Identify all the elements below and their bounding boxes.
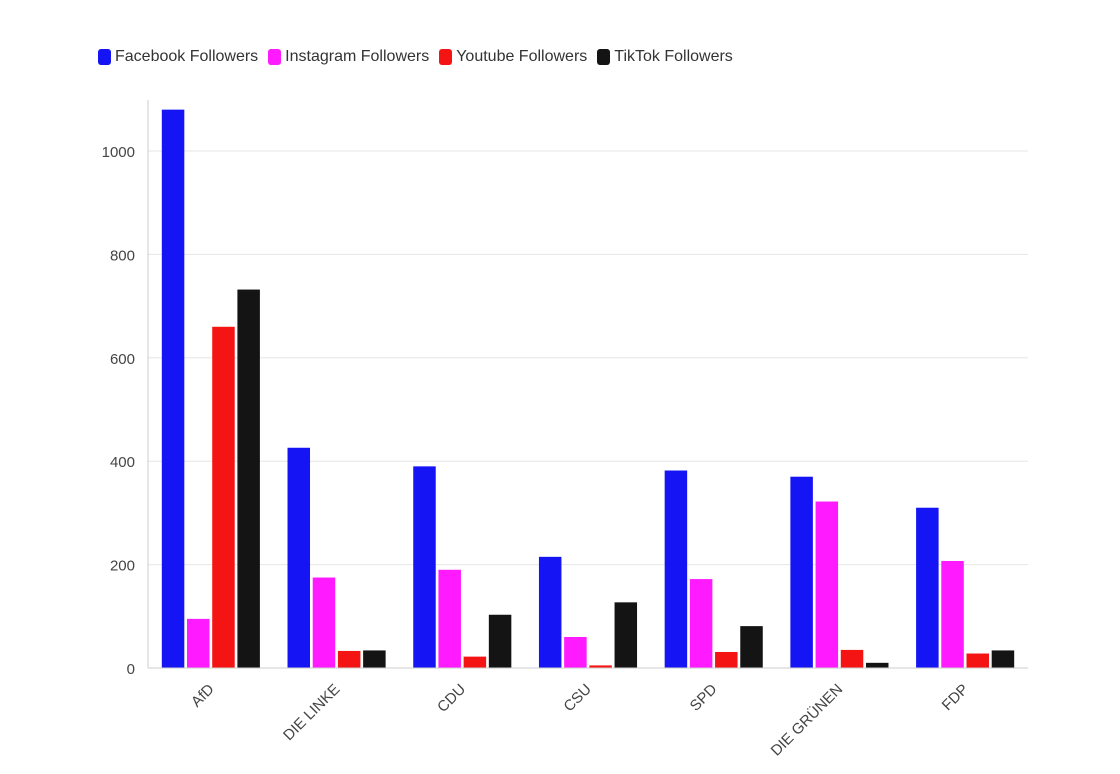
legend-label-tiktok: TikTok Followers xyxy=(614,48,733,65)
grid-lines xyxy=(148,150,1028,566)
legend: Facebook Followers Instagram Followers Y… xyxy=(98,48,733,66)
x-tick-label: CDU xyxy=(434,681,469,716)
bar-tiktok-cdu[interactable] xyxy=(488,614,512,668)
y-tick-label: 600 xyxy=(110,351,135,368)
y-tick-label: 400 xyxy=(110,454,135,471)
bar-facebook-die-linke[interactable] xyxy=(287,447,311,668)
bar-facebook-cdu[interactable] xyxy=(413,466,436,668)
x-tick-label: AfD xyxy=(188,681,218,711)
legend-swatch-instagram xyxy=(268,49,282,65)
bar-youtube-afd[interactable] xyxy=(212,326,235,668)
bar-instagram-cdu[interactable] xyxy=(438,569,461,668)
bar-tiktok-die-linke[interactable] xyxy=(363,650,386,668)
legend-item-tiktok[interactable]: TikTok Followers xyxy=(597,48,733,66)
y-tick-label: 200 xyxy=(110,558,135,575)
bar-youtube-cdu[interactable] xyxy=(463,656,487,668)
y-tick-label: 800 xyxy=(110,247,135,264)
bar-instagram-afd[interactable] xyxy=(187,618,210,668)
bar-youtube-csu[interactable] xyxy=(589,665,612,668)
bar-instagram-die-linke[interactable] xyxy=(312,577,336,668)
x-tick-label: FDP xyxy=(939,681,972,714)
bar-facebook-spd[interactable] xyxy=(664,470,688,668)
bar-facebook-fdp[interactable] xyxy=(916,507,939,668)
x-tick-label: DIE LINKE xyxy=(280,681,343,744)
x-tick-label: CSU xyxy=(560,681,594,715)
bar-youtube-die-grünen[interactable] xyxy=(840,649,864,668)
legend-label-instagram: Instagram Followers xyxy=(285,48,430,65)
bar-tiktok-afd[interactable] xyxy=(237,289,260,668)
bar-facebook-csu[interactable] xyxy=(538,556,562,668)
legend-item-youtube[interactable]: Youtube Followers xyxy=(439,48,587,66)
legend-item-instagram[interactable]: Instagram Followers xyxy=(268,48,429,66)
bar-tiktok-spd[interactable] xyxy=(740,626,763,668)
x-tick-label: DIE GRÜNEN xyxy=(767,680,846,759)
legend-swatch-tiktok xyxy=(597,49,611,65)
y-tick-label: 0 xyxy=(127,661,135,678)
legend-label-youtube: Youtube Followers xyxy=(456,48,588,65)
y-tick-label: 1000 xyxy=(102,144,135,161)
bar-tiktok-csu[interactable] xyxy=(614,602,638,668)
bar-tiktok-die-grünen[interactable] xyxy=(865,662,889,668)
x-tick-label: SPD xyxy=(687,681,721,715)
bar-tiktok-fdp[interactable] xyxy=(991,650,1015,668)
bar-facebook-afd[interactable] xyxy=(161,109,185,668)
bar-instagram-csu[interactable] xyxy=(564,636,587,668)
bar-instagram-die-grünen[interactable] xyxy=(815,501,839,668)
bar-facebook-die-grünen[interactable] xyxy=(790,476,813,668)
bar-instagram-spd[interactable] xyxy=(689,579,713,668)
bar-youtube-die-linke[interactable] xyxy=(337,650,361,668)
legend-swatch-youtube xyxy=(439,49,453,65)
bars xyxy=(161,109,1015,668)
legend-swatch-facebook xyxy=(98,49,111,65)
bar-instagram-fdp[interactable] xyxy=(941,560,964,668)
legend-label-facebook: Facebook Followers xyxy=(115,48,259,65)
legend-item-facebook[interactable]: Facebook Followers xyxy=(98,48,258,66)
bar-youtube-fdp[interactable] xyxy=(966,653,989,668)
bar-youtube-spd[interactable] xyxy=(715,651,738,668)
